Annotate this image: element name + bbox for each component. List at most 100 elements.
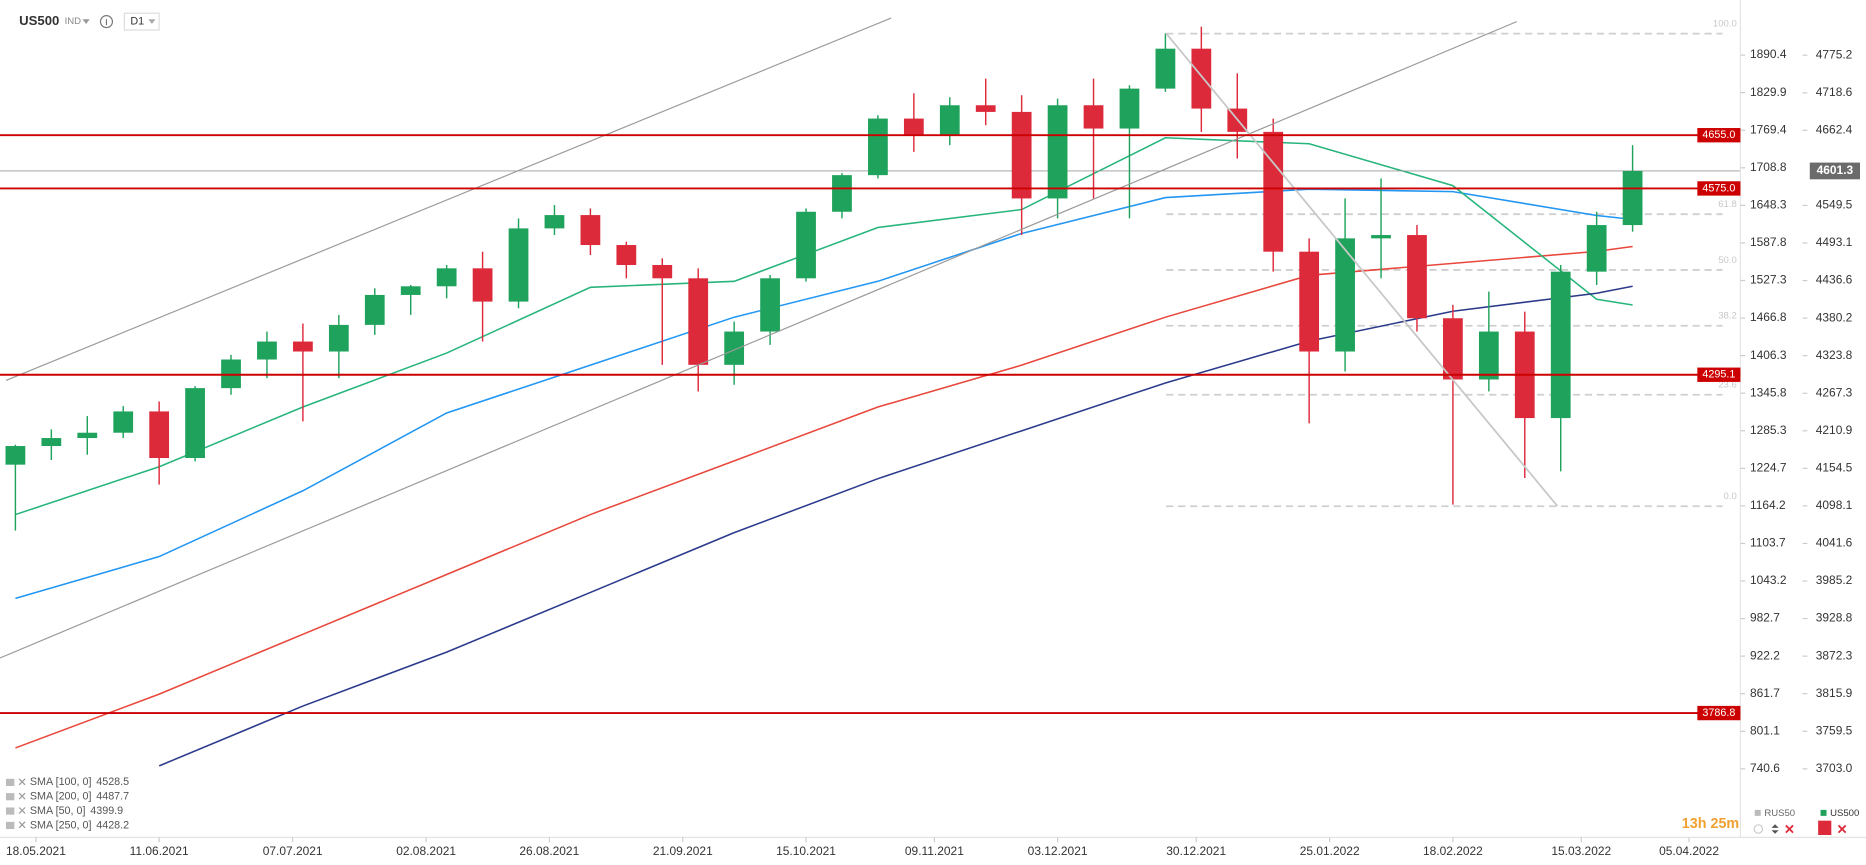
level-label: 4295.1 xyxy=(1702,369,1735,381)
y2-tick-label: 1406.3 xyxy=(1750,348,1787,362)
candle-body xyxy=(328,324,349,352)
candle-body xyxy=(652,264,673,279)
candle-body xyxy=(688,278,709,365)
candle-body xyxy=(939,105,960,136)
level-label: 4655.0 xyxy=(1702,129,1735,141)
caret[interactable] xyxy=(148,19,156,25)
y-tick-label: 4549.5 xyxy=(1816,198,1853,212)
fib-label: 61.8 xyxy=(1718,199,1737,210)
footer: 13h 25m RUS50 US500 xyxy=(1682,808,1859,836)
x-tick-label: 18.05.2021 xyxy=(6,844,66,858)
symbol[interactable]: US500 xyxy=(19,13,59,28)
trend-line xyxy=(5,17,892,382)
x-tick-label: 15.10.2021 xyxy=(776,844,836,858)
timeframe-box[interactable] xyxy=(123,12,160,31)
legend-value: 4399.9 xyxy=(90,805,123,817)
toolbar: US500 IND D1 xyxy=(19,12,160,31)
legend-name: SMA [50, 0] xyxy=(30,805,86,817)
candle-body xyxy=(77,432,98,439)
candle-body xyxy=(113,411,134,433)
instrument[interactable]: RUS50 xyxy=(1764,808,1795,819)
y-tick-label: 4493.1 xyxy=(1816,235,1853,249)
y-tick-label: 4775.2 xyxy=(1816,47,1853,61)
y-tick-label: 4380.2 xyxy=(1816,310,1853,324)
candle-body xyxy=(580,215,601,246)
candle-body xyxy=(41,438,62,447)
candle-body xyxy=(1443,318,1463,380)
candle-body xyxy=(975,105,996,112)
candle-body xyxy=(364,294,385,325)
caret[interactable] xyxy=(82,19,90,25)
candle-body xyxy=(149,411,170,459)
info-icon[interactable] xyxy=(99,15,114,29)
legend-icon xyxy=(5,821,15,830)
y2-tick-label: 1587.8 xyxy=(1750,235,1787,249)
candle-body xyxy=(1586,225,1607,272)
candle-body xyxy=(1407,235,1427,319)
close-icon[interactable] xyxy=(1837,824,1847,834)
y2-tick-label: 1648.3 xyxy=(1750,198,1787,212)
y-tick-label: 3759.5 xyxy=(1816,723,1853,737)
x-tick-label: 30.12.2021 xyxy=(1166,844,1226,858)
legend-remove xyxy=(18,807,26,814)
x-tick-label: 25.01.2022 xyxy=(1300,844,1360,858)
fib-label: 23.6 xyxy=(1718,380,1737,391)
candle-body xyxy=(796,211,816,279)
y-tick-label: 4436.6 xyxy=(1816,273,1853,287)
candle-body xyxy=(472,268,493,302)
y-tick-label: 4041.6 xyxy=(1816,536,1853,550)
y2-tick-label: 740.6 xyxy=(1750,761,1780,775)
level-tag xyxy=(1697,367,1741,382)
y-tick-label: 4662.4 xyxy=(1816,122,1853,136)
legend-name: SMA [250, 0] xyxy=(30,819,92,831)
y-tick-label: 4098.1 xyxy=(1816,498,1853,512)
y2-tick-label: 922.2 xyxy=(1750,648,1780,662)
level-tag xyxy=(1697,705,1741,721)
candle-body xyxy=(616,245,637,265)
settings-icon[interactable] xyxy=(1818,820,1832,836)
legend-remove xyxy=(18,778,26,786)
y-tick-label: 4718.6 xyxy=(1816,85,1853,99)
timer: 13h 25m xyxy=(1682,816,1739,832)
y2-tick-label: 1769.4 xyxy=(1750,122,1787,136)
fib-label: 50.0 xyxy=(1718,255,1737,266)
x-tick-label: 18.02.2022 xyxy=(1423,844,1483,858)
y2-tick-label: 1890.4 xyxy=(1750,47,1787,61)
fib-label: 0.0 xyxy=(1724,491,1737,502)
candle-body xyxy=(832,175,852,212)
y-tick-label: 3703.0 xyxy=(1816,761,1853,775)
level-tag xyxy=(1697,128,1741,143)
fib-diagonal xyxy=(1165,33,1559,507)
y2-tick-label: 1043.2 xyxy=(1750,573,1787,587)
instrument-icon xyxy=(1754,809,1761,816)
level-label: 4575.0 xyxy=(1702,182,1735,194)
candle-body xyxy=(1083,105,1104,129)
y-tick-label: 3928.8 xyxy=(1816,611,1853,625)
legend-name: SMA [100, 0] xyxy=(30,776,92,788)
y2-tick-label: 982.7 xyxy=(1750,611,1780,625)
x-tick-label: 02.08.2021 xyxy=(396,844,456,858)
trend-line xyxy=(0,21,1517,659)
y-tick-label: 3985.2 xyxy=(1816,573,1853,587)
instrument[interactable]: US500 xyxy=(1830,808,1859,819)
timeframe[interactable]: D1 xyxy=(130,15,144,27)
candle-body xyxy=(1011,111,1032,199)
y2-tick-label: 1829.9 xyxy=(1750,85,1787,99)
y2-tick-label: 1527.3 xyxy=(1750,273,1787,287)
candle-body xyxy=(868,118,888,176)
legend-value: 4487.7 xyxy=(96,791,129,803)
y2-tick-label: 861.7 xyxy=(1750,686,1780,700)
close-icon[interactable] xyxy=(1785,824,1794,834)
x-tick-label: 03.12.2021 xyxy=(1028,844,1088,858)
y-tick-label: 3815.9 xyxy=(1816,686,1853,700)
x-tick-label: 26.08.2021 xyxy=(519,844,579,858)
y-tick-label: 4154.5 xyxy=(1816,460,1853,474)
eye-icon[interactable] xyxy=(1753,824,1764,834)
move-icon[interactable] xyxy=(1771,824,1779,834)
x-tick-label: 05.04.2022 xyxy=(1659,844,1719,858)
candle-body xyxy=(1550,271,1571,419)
candle-body xyxy=(1155,48,1176,89)
candle-body xyxy=(1622,170,1643,226)
y2-tick-label: 1224.7 xyxy=(1750,461,1787,475)
